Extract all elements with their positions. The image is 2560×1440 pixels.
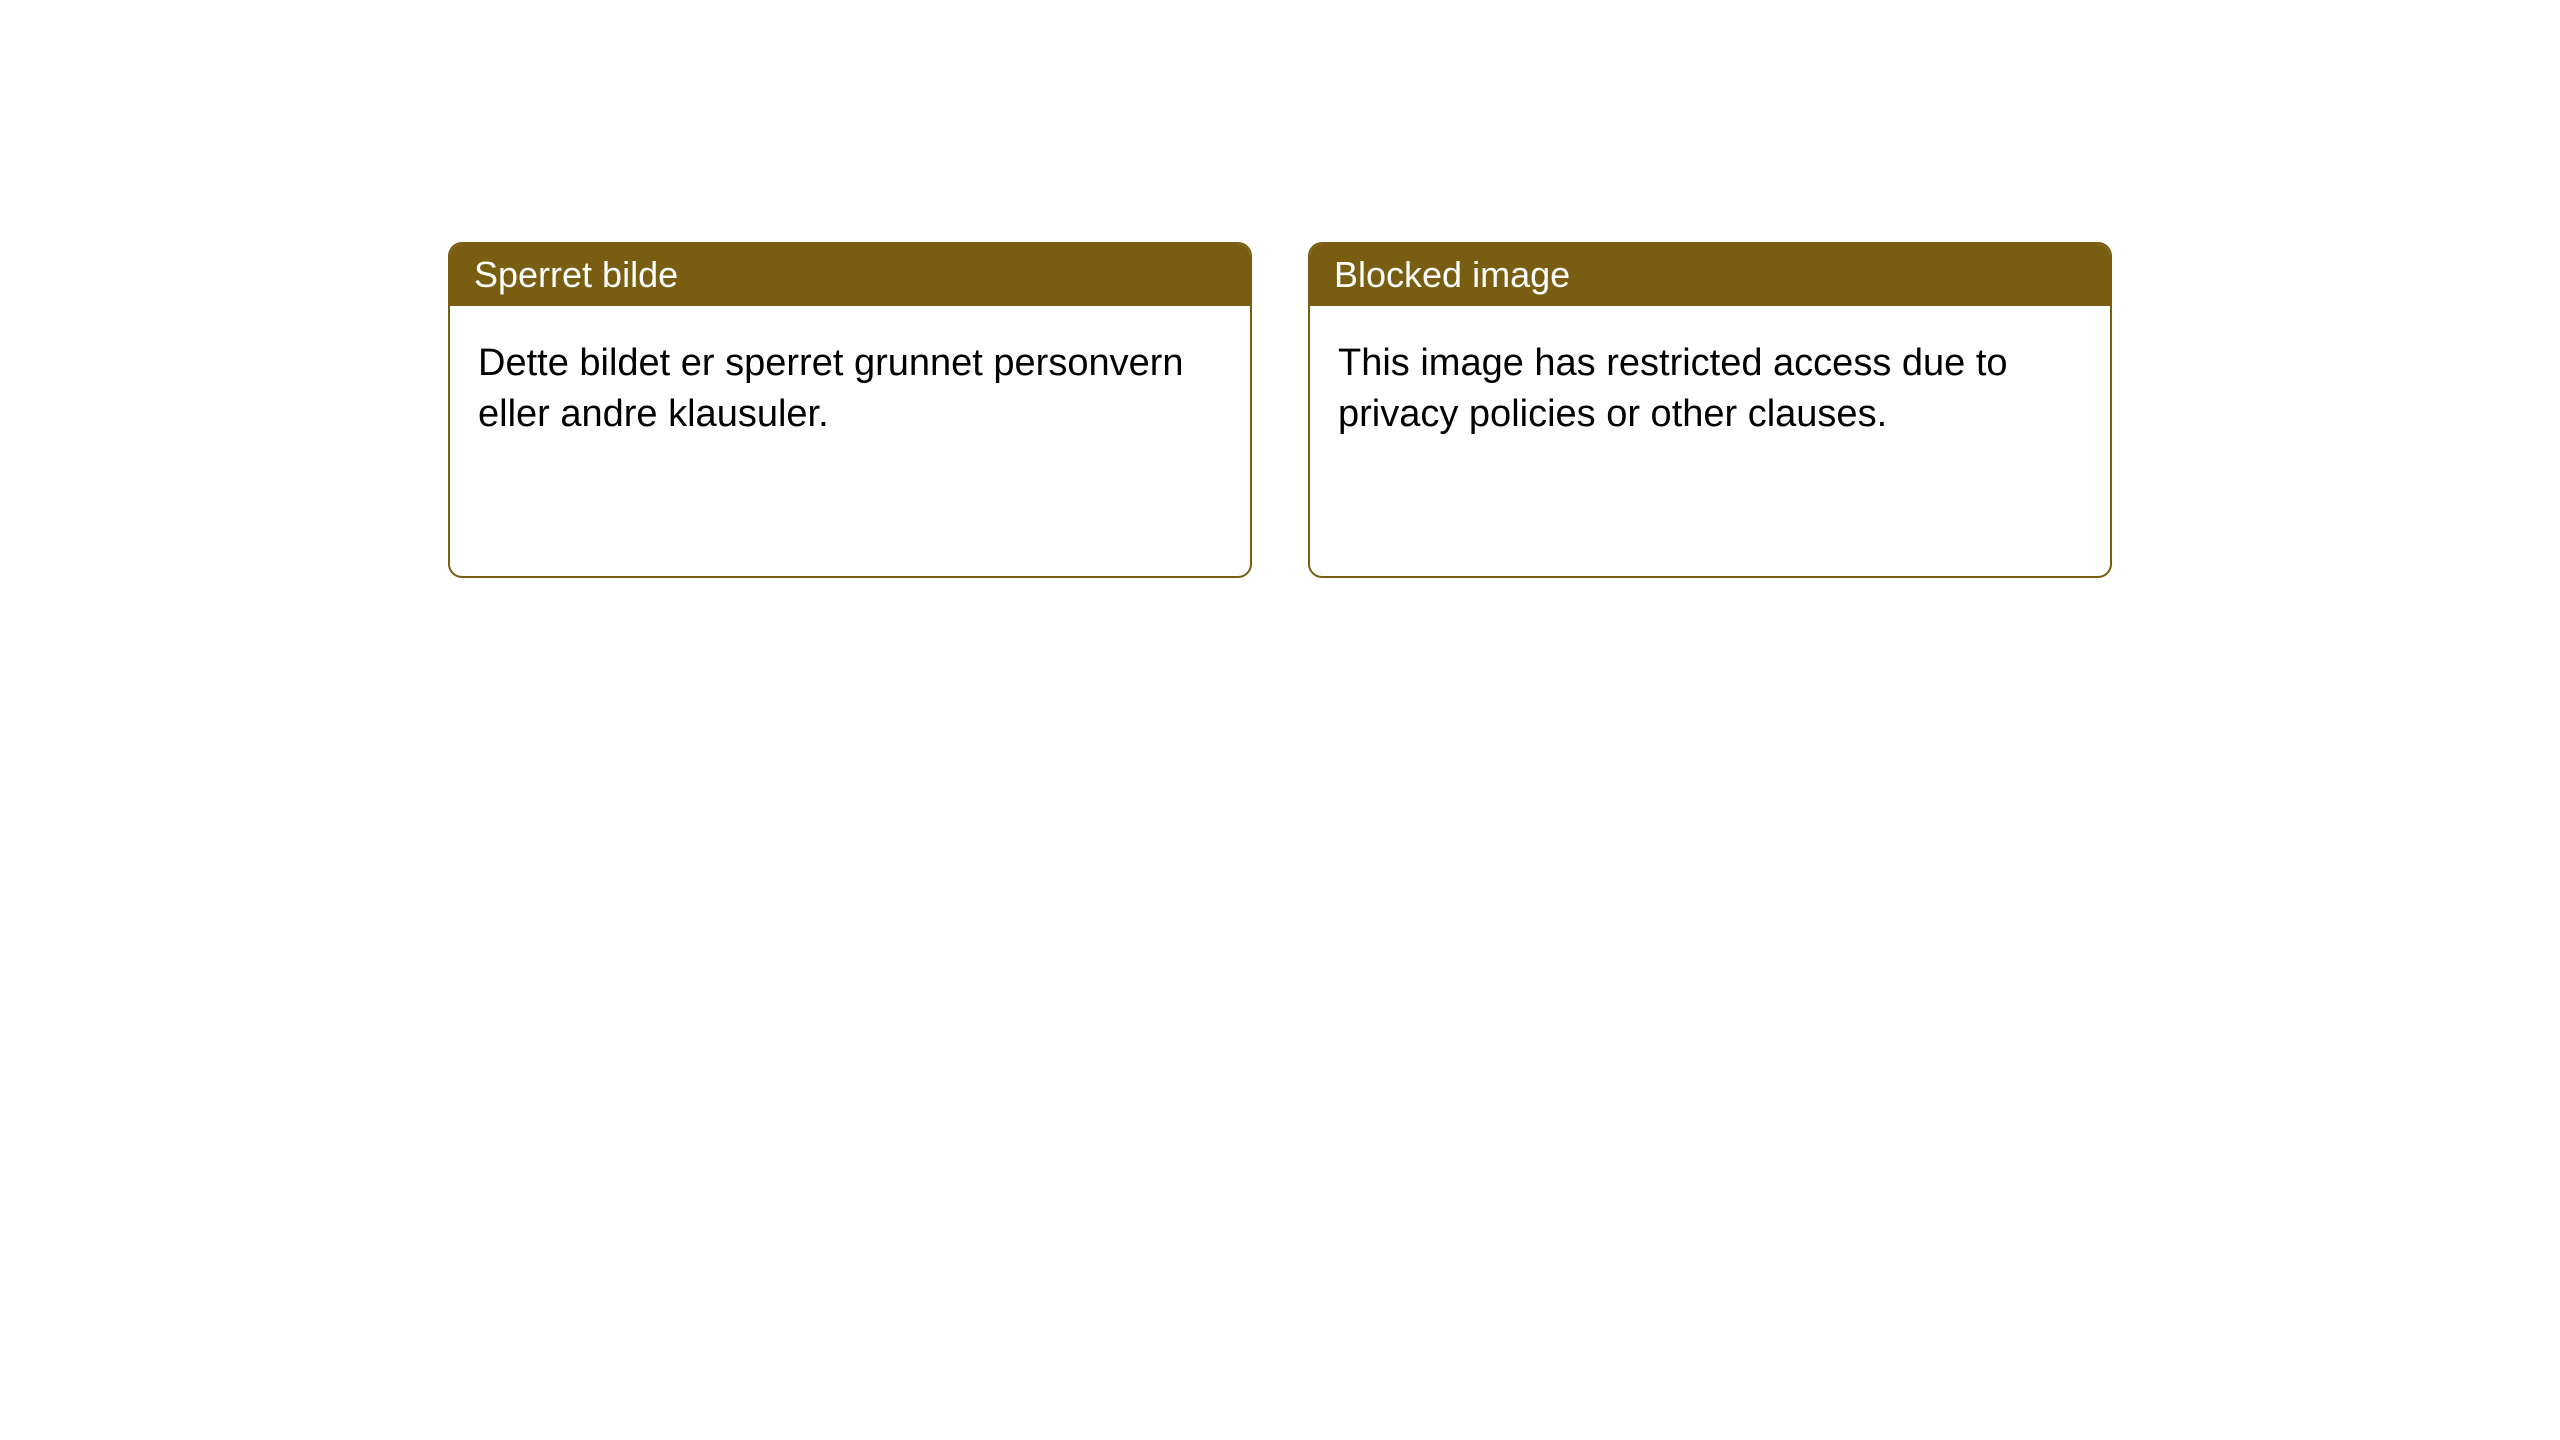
notice-card-norwegian: Sperret bilde Dette bildet er sperret gr… — [448, 242, 1252, 578]
card-header: Blocked image — [1310, 244, 2110, 306]
card-title: Sperret bilde — [474, 254, 678, 295]
notice-container: Sperret bilde Dette bildet er sperret gr… — [0, 0, 2560, 578]
card-body: This image has restricted access due to … — [1310, 306, 2110, 473]
card-header: Sperret bilde — [450, 244, 1250, 306]
card-message: Dette bildet er sperret grunnet personve… — [478, 342, 1184, 435]
notice-card-english: Blocked image This image has restricted … — [1308, 242, 2112, 578]
card-message: This image has restricted access due to … — [1338, 342, 2008, 435]
card-title: Blocked image — [1334, 254, 1570, 295]
card-body: Dette bildet er sperret grunnet personve… — [450, 306, 1250, 473]
